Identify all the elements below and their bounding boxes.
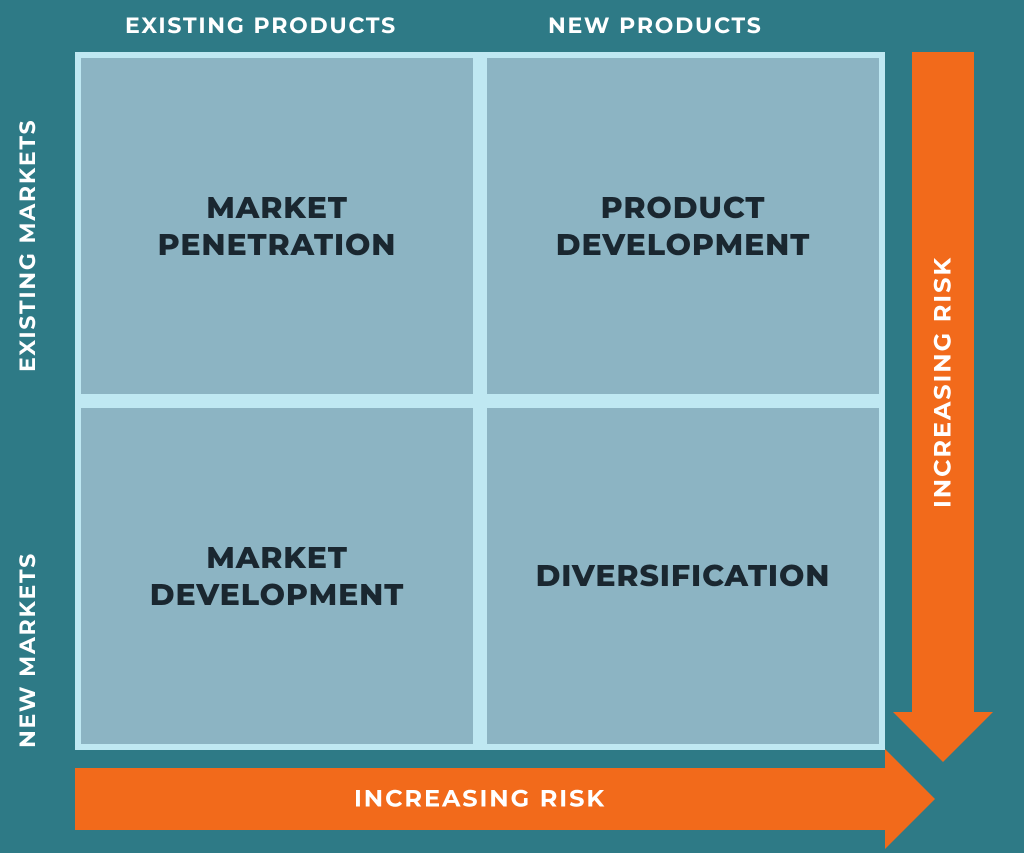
cell-label: MARKETPENETRATION (158, 189, 397, 264)
col-label-new-products: NEW PRODUCTS (548, 12, 763, 39)
cell-product-development: PRODUCTDEVELOPMENT (487, 58, 879, 394)
ansoff-matrix-diagram: EXISTING PRODUCTS NEW PRODUCTS EXISTING … (0, 0, 1024, 853)
cell-label: DIVERSIFICATION (536, 557, 831, 595)
arrow-label-horizontal: INCREASING RISK (354, 785, 606, 814)
cell-diversification: DIVERSIFICATION (487, 408, 879, 744)
col-label-existing-products: EXISTING PRODUCTS (125, 12, 397, 39)
cell-market-penetration: MARKETPENETRATION (81, 58, 473, 394)
risk-arrow-horizontal: INCREASING RISK (75, 749, 935, 849)
cell-label: PRODUCTDEVELOPMENT (556, 189, 810, 264)
matrix-grid: MARKETPENETRATION PRODUCTDEVELOPMENT MAR… (75, 52, 885, 750)
cell-label: MARKETDEVELOPMENT (150, 539, 404, 614)
risk-arrow-vertical: INCREASING RISK (893, 52, 993, 762)
row-label-existing-markets: EXISTING MARKETS (14, 119, 41, 372)
row-label-new-markets: NEW MARKETS (14, 552, 41, 748)
arrow-label-vertical: INCREASING RISK (929, 256, 958, 508)
cell-market-development: MARKETDEVELOPMENT (81, 408, 473, 744)
